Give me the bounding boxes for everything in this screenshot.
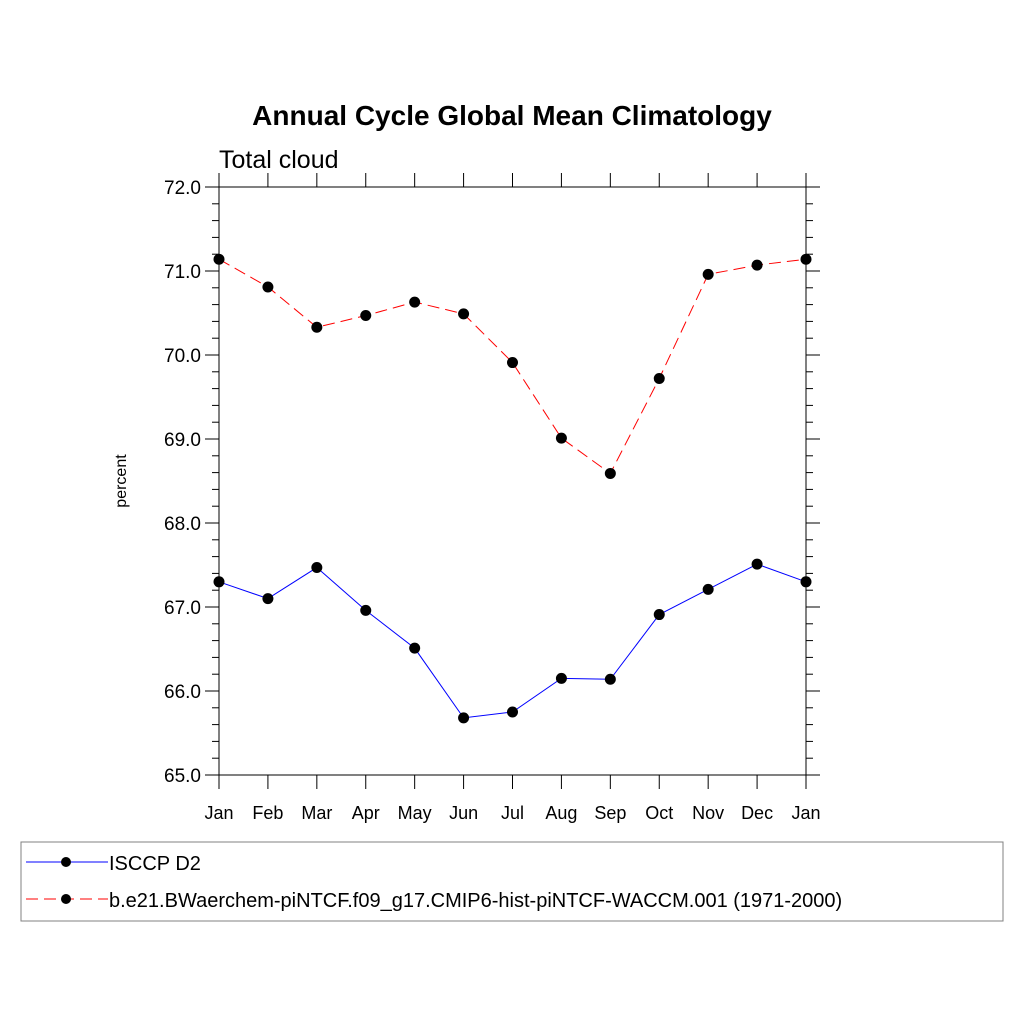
legend-box [20, 841, 1004, 922]
y-tick-label: 65.0 [164, 766, 201, 787]
y-axis-label: percent [113, 454, 130, 508]
data-point [360, 604, 372, 616]
data-point [507, 706, 518, 718]
series-layer [213, 253, 812, 724]
data-point [311, 562, 323, 574]
y-tick-label: 70.0 [164, 346, 201, 367]
data-point [702, 268, 714, 280]
y-tick-label: 72.0 [164, 178, 201, 199]
y-tick-label: 68.0 [164, 514, 201, 535]
x-axis: Jan Feb Mar Apr May Jun Jul Aug Sep Oct Nov Dec Jan [204, 173, 821, 823]
plot-frame [218, 186, 807, 776]
data-point [800, 576, 812, 588]
plot-border [218, 186, 807, 776]
x-tick-label: Apr [352, 803, 380, 823]
x-tick-label: Feb [252, 803, 283, 823]
chart-title: Annual Cycle Global Mean Climatology [252, 100, 772, 131]
legend: ISCCP D2 b.e21.BWaerchem-piNTCF.f09_g17.… [20, 841, 1004, 922]
data-point [751, 558, 763, 570]
y-axis: 65.0 66.0 67.0 68.0 69.0 70.0 71.0 72.0 [164, 178, 820, 787]
data-point [213, 576, 225, 588]
data-point [555, 672, 567, 684]
legend-swatch-marker [61, 857, 71, 867]
x-tick-label: Oct [645, 803, 673, 823]
data-point [458, 712, 470, 724]
legend-label: b.e21.BWaerchem-piNTCF.f09_g17.CMIP6-his… [109, 890, 842, 912]
data-point [360, 310, 372, 322]
y-tick-label: 69.0 [164, 430, 201, 451]
legend-swatch-marker [61, 894, 71, 904]
y-tick-label: 67.0 [164, 598, 201, 619]
data-point [213, 253, 225, 265]
series-1 [213, 253, 812, 479]
series-0 [213, 558, 812, 724]
data-point [458, 308, 470, 320]
data-point [507, 357, 518, 369]
x-tick-label: Jun [449, 803, 478, 823]
data-point [555, 432, 567, 444]
x-tick-label: Jan [204, 803, 233, 823]
x-tick-label: May [398, 803, 432, 823]
data-point [262, 593, 274, 605]
data-point [702, 583, 714, 595]
data-point [653, 373, 665, 385]
x-tick-label: Aug [545, 803, 577, 823]
y-tick-label: 71.0 [164, 262, 201, 283]
chart-subtitle: Total cloud [219, 146, 339, 174]
data-point [653, 609, 665, 621]
data-point [604, 467, 616, 479]
data-point [800, 253, 812, 265]
data-point [409, 642, 421, 654]
x-tick-label: Mar [301, 803, 332, 823]
x-tick-label: Nov [692, 803, 724, 823]
data-point [751, 259, 763, 271]
series-line [218, 563, 807, 719]
x-tick-label: Jan [791, 803, 820, 823]
legend-label: ISCCP D2 [109, 853, 201, 875]
legend-entry-isccp: ISCCP D2 [26, 853, 201, 875]
legend-entry-model: b.e21.BWaerchem-piNTCF.f09_g17.CMIP6-his… [26, 890, 842, 912]
x-tick-label: Dec [741, 803, 773, 823]
y-tick-label: 66.0 [164, 682, 201, 703]
data-point [262, 281, 274, 293]
data-point [604, 673, 616, 685]
data-point [409, 296, 421, 308]
x-tick-label: Sep [594, 803, 626, 823]
data-point [311, 321, 323, 333]
x-tick-label: Jul [501, 803, 524, 823]
